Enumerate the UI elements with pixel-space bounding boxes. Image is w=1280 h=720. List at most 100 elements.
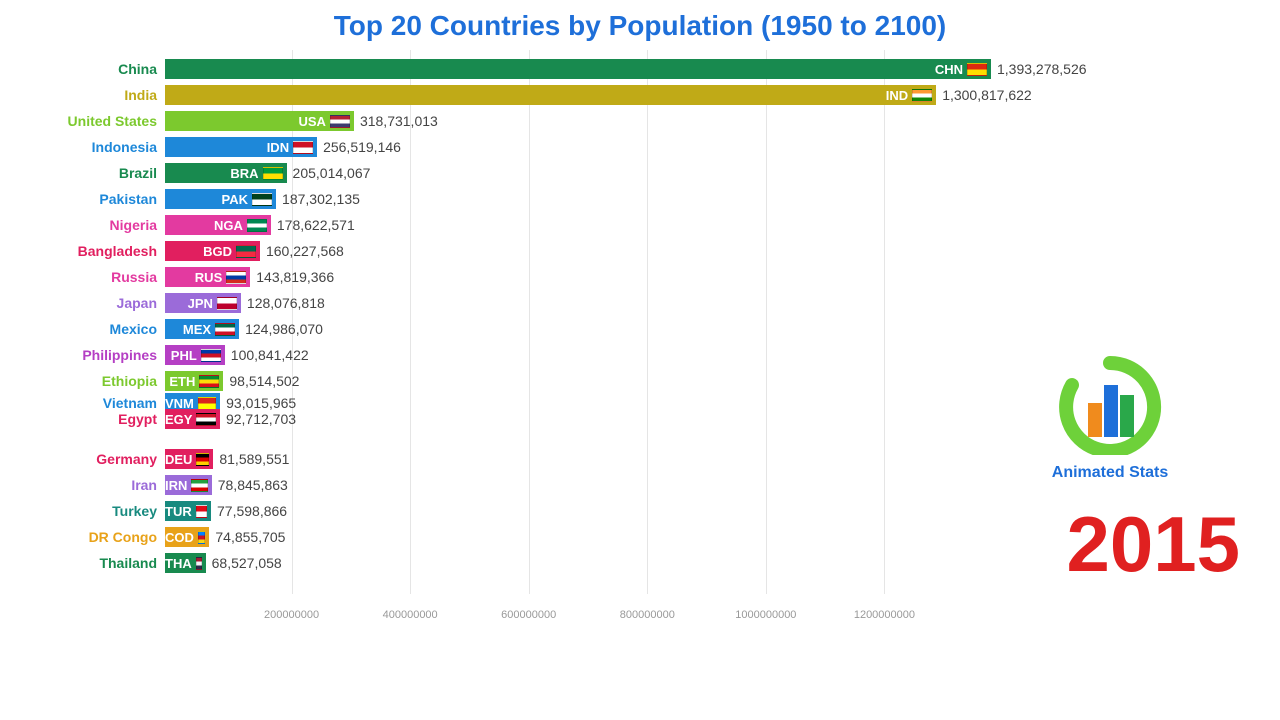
bar: CHN (165, 59, 991, 79)
value-label: 178,622,571 (277, 217, 355, 233)
value-label: 92,712,703 (226, 411, 296, 427)
country-code: NGA (214, 218, 243, 233)
axis-tick-label: 800000000 (620, 609, 675, 621)
bar-row: United States USA 318,731,013 (0, 110, 1000, 132)
flag-icon (263, 167, 283, 180)
bar-track: TUR77,598,866 (165, 501, 1000, 521)
bar-row: MexicoMEX124,986,070 (0, 318, 1000, 340)
value-label: 143,819,366 (256, 269, 334, 285)
bar-track: PAK 187,302,135 (165, 189, 1000, 209)
bar: BRA (165, 163, 287, 183)
bar-row: EgyptEGY 92,712,703 (0, 408, 1000, 430)
flag-icon (198, 531, 205, 544)
bar: PHL (165, 345, 225, 365)
axis-tick-label: 600000000 (501, 609, 556, 621)
value-label: 78,845,863 (218, 477, 288, 493)
value-label: 81,589,551 (219, 451, 289, 467)
bar-track: BGD 160,227,568 (165, 241, 1000, 261)
bar-row: EthiopiaETH98,514,502 (0, 370, 1000, 392)
country-code: IRN (165, 478, 187, 493)
country-code: DEU (165, 452, 192, 467)
flag-icon (196, 453, 209, 466)
bar: THA (165, 553, 206, 573)
bar-row: ChinaCHN1,393,278,526 (0, 58, 1000, 80)
bar-row: Bangladesh BGD 160,227,568 (0, 240, 1000, 262)
country-label: Bangladesh (0, 243, 165, 259)
bar: IDN (165, 137, 317, 157)
country-code: IND (886, 88, 908, 103)
axis-tick-label: 1200000000 (854, 609, 915, 621)
flag-icon (196, 413, 215, 426)
bar-row: NigeriaNGA178,622,571 (0, 214, 1000, 236)
flag-icon (199, 375, 219, 388)
flag-icon (196, 505, 207, 518)
bar-track: COD 74,855,705 (165, 527, 1000, 547)
bar-row: Indonesia IDN 256,519,146 (0, 136, 1000, 158)
country-label: India (0, 87, 165, 103)
country-label: Russia (0, 269, 165, 285)
value-label: 124,986,070 (245, 321, 323, 337)
value-label: 187,302,135 (282, 191, 360, 207)
value-label: 256,519,146 (323, 139, 401, 155)
value-label: 98,514,502 (229, 373, 299, 389)
axis-tick-label: 200000000 (264, 609, 319, 621)
country-label: DR Congo (0, 529, 165, 545)
bar: ETH (165, 371, 223, 391)
bar: TUR (165, 501, 211, 521)
country-label: Brazil (0, 165, 165, 181)
bar-track: IDN 256,519,146 (165, 137, 1000, 157)
flag-icon (196, 557, 202, 570)
bar-row: BrazilBRA205,014,067 (0, 162, 1000, 184)
axis-tick-label: 400000000 (383, 609, 438, 621)
value-label: 74,855,705 (215, 529, 285, 545)
flag-icon (293, 141, 313, 154)
bar-row: RussiaRUS143,819,366 (0, 266, 1000, 288)
country-code: ETH (169, 374, 195, 389)
flag-icon (226, 271, 246, 284)
bar-track: JPN 128,076,818 (165, 293, 1000, 313)
country-label: Indonesia (0, 139, 165, 155)
country-label: Germany (0, 451, 165, 467)
bar-track: IRN 78,845,863 (165, 475, 1000, 495)
bar: JPN (165, 293, 241, 313)
country-code: USA (299, 114, 326, 129)
flag-icon (330, 115, 350, 128)
bar-row: DR CongoCOD 74,855,705 (0, 526, 1000, 548)
flag-icon (215, 323, 235, 336)
bar: USA (165, 111, 354, 131)
value-label: 160,227,568 (266, 243, 344, 259)
country-code: PAK (222, 192, 248, 207)
country-code: BRA (230, 166, 258, 181)
country-code: JPN (188, 296, 213, 311)
bar: EGY (165, 409, 220, 429)
bar-row: JapanJPN128,076,818 (0, 292, 1000, 314)
country-label: Philippines (0, 347, 165, 363)
country-code: IDN (267, 140, 289, 155)
country-code: PHL (171, 348, 197, 363)
bar-track: THA 68,527,058 (165, 553, 1000, 573)
country-label: Turkey (0, 503, 165, 519)
bar-row: PhilippinesPHL100,841,422 (0, 344, 1000, 366)
bar: DEU (165, 449, 213, 469)
country-label: China (0, 61, 165, 77)
value-label: 318,731,013 (360, 113, 438, 129)
logo-icon (1050, 355, 1170, 455)
bar-track: DEU 81,589,551 (165, 449, 1000, 469)
bar-row: ThailandTHA 68,527,058 (0, 552, 1000, 574)
flag-icon (191, 479, 207, 492)
value-label: 128,076,818 (247, 295, 325, 311)
bar: NGA (165, 215, 271, 235)
country-code: CHN (935, 62, 963, 77)
country-code: BGD (203, 244, 232, 259)
flag-icon (217, 297, 237, 310)
country-label: Pakistan (0, 191, 165, 207)
country-label: United States (0, 113, 165, 129)
value-label: 68,527,058 (212, 555, 282, 571)
flag-icon (967, 63, 987, 76)
flag-icon (201, 349, 221, 362)
flag-icon (236, 245, 256, 258)
country-label: Egypt (0, 411, 165, 427)
country-label: Thailand (0, 555, 165, 571)
bar: BGD (165, 241, 260, 261)
bar: COD (165, 527, 209, 547)
